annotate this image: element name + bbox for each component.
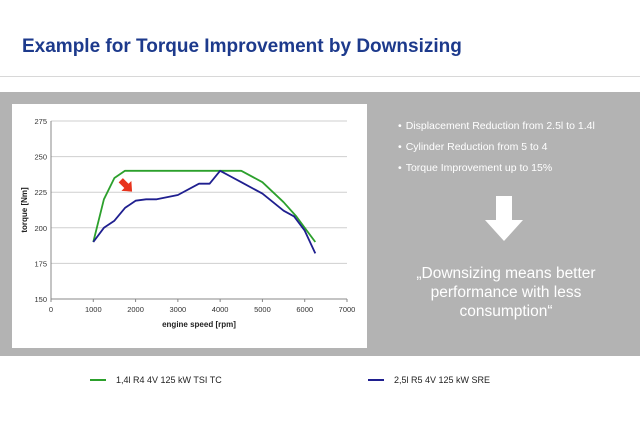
red-arrow-icon — [118, 178, 133, 192]
slide-title: Example for Torque Improvement by Downsi… — [22, 36, 462, 57]
bullet-text: Torque Improvement up to 15% — [405, 162, 553, 174]
legend-item-tsi: 1,4l R4 4V 125 kW TSI TC — [90, 375, 222, 385]
y-tick-label: 225 — [34, 188, 47, 197]
y-axis-title: torque [Nm] — [20, 187, 29, 233]
bullet-marker: • — [398, 162, 402, 174]
bullet-item: • Displacement Reduction from 2.5l to 1.4… — [398, 116, 634, 137]
legend-swatch-navy — [368, 379, 384, 381]
quote-text: „Downsizing means better performance wit… — [416, 265, 596, 320]
x-tick-label: 1000 — [85, 305, 102, 314]
x-tick-label: 7000 — [339, 305, 356, 314]
x-tick-label: 4000 — [212, 305, 229, 314]
x-tick-label: 2000 — [127, 305, 144, 314]
bullet-text: Cylinder Reduction from 5 to 4 — [405, 141, 548, 153]
down-arrow-icon — [485, 196, 523, 241]
bullet-list: • Displacement Reduction from 2.5l to 1.4… — [398, 116, 634, 179]
x-tick-label: 0 — [49, 305, 53, 314]
y-tick-label: 275 — [34, 117, 47, 126]
y-tick-label: 150 — [34, 295, 47, 304]
y-tick-label: 250 — [34, 153, 47, 162]
legend-label-tsi: 1,4l R4 4V 125 kW TSI TC — [116, 375, 222, 385]
bullet-text: Displacement Reduction from 2.5l to 1.4l — [405, 120, 595, 132]
red-arrow-shape — [118, 178, 133, 192]
torque-chart: 150 175 200 225 250 275 0 1000 2000 3000 4000 5000 6… — [12, 104, 367, 348]
y-tick-label: 200 — [34, 224, 47, 233]
bullet-marker: • — [398, 120, 402, 132]
x-tick-label: 3000 — [170, 305, 187, 314]
bullet-marker: • — [398, 141, 402, 153]
bullet-item: • Cylinder Reduction from 5 to 4 — [398, 137, 634, 158]
title-divider — [0, 76, 640, 77]
series-line-sre — [92, 169, 317, 254]
bullet-item: • Torque Improvement up to 15% — [398, 158, 634, 179]
legend-item-sre: 2,5l R5 4V 125 kW SRE — [368, 375, 490, 385]
legend-swatch-green — [90, 379, 106, 381]
x-tick-label: 6000 — [296, 305, 313, 314]
legend-label-sre: 2,5l R5 4V 125 kW SRE — [394, 375, 491, 385]
x-tick-label: 5000 — [254, 305, 271, 314]
x-axis-title: engine speed [rpm] — [162, 320, 236, 329]
chart-svg: 150 175 200 225 250 275 0 1000 2000 3000 4000 5000 6… — [20, 117, 356, 329]
y-tick-label: 175 — [34, 259, 47, 268]
